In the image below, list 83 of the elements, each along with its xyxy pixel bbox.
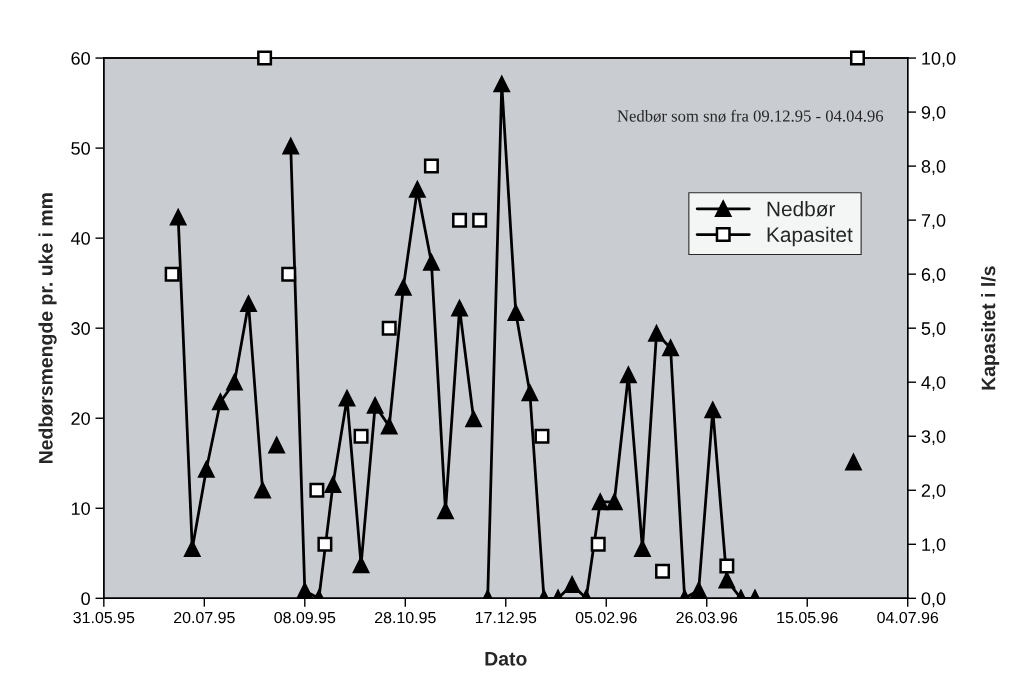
y-tick-label: 60 (71, 51, 90, 65)
x-tick-label: 20.07.95 (174, 611, 235, 624)
y-axis-title: Nedbørsmengde pr. uke i mm (38, 193, 57, 464)
point (521, 384, 539, 402)
x-tick-label: 04.07.96 (877, 611, 939, 624)
point (634, 540, 651, 557)
point (452, 212, 468, 228)
x-tick-label: 31.05.95 (73, 611, 135, 624)
y2-tick-label: 7,0 (921, 214, 946, 229)
point (240, 295, 257, 313)
point (493, 75, 510, 93)
point (268, 437, 285, 454)
y2-tick-label: 9,0 (921, 106, 946, 121)
y-tick-label: 30 (71, 322, 90, 335)
point (534, 428, 550, 444)
point (381, 320, 397, 336)
x-axis-title: Dato (485, 652, 527, 666)
point (606, 493, 623, 511)
point (338, 390, 356, 407)
point (366, 397, 384, 414)
x-tick-label: 17.12.95 (475, 611, 537, 624)
point (849, 50, 865, 66)
point (437, 502, 454, 520)
x-tick-label: 08.09.95 (274, 611, 336, 624)
point (655, 563, 671, 579)
point (563, 576, 581, 593)
y2-axis-title: Kapasitet i l/s (981, 266, 1000, 390)
point (507, 304, 525, 322)
y2-tick-label: 10,0 (922, 51, 956, 67)
point (472, 212, 488, 228)
point (718, 572, 736, 589)
x-tick-label: 28.10.95 (375, 611, 436, 624)
y-tick-label: 0 (81, 592, 90, 606)
point (184, 540, 201, 557)
legend-label: Nedbør (767, 201, 836, 217)
point (257, 50, 273, 66)
x-tick-label: 15.05.96 (777, 611, 838, 624)
point (648, 325, 665, 342)
point (690, 582, 707, 599)
x-tick-label: 26.03.96 (676, 611, 738, 624)
point (169, 209, 187, 226)
y2-tick-label: 6,0 (921, 268, 946, 284)
point (381, 418, 398, 435)
y2-tick-label: 2,0 (921, 484, 946, 500)
y-tick-label: 20 (71, 412, 90, 425)
point (324, 476, 342, 494)
point (845, 454, 862, 471)
point (451, 300, 468, 317)
point (254, 482, 271, 499)
point (198, 461, 215, 478)
point (465, 410, 482, 428)
point (704, 401, 721, 419)
point (296, 582, 313, 599)
y2-tick-label: 0,0 (921, 592, 946, 608)
y2-tick-label: 1,0 (922, 538, 946, 554)
point (423, 158, 439, 174)
x-tick-label: 05.02.96 (575, 611, 637, 624)
point (164, 266, 180, 282)
point (620, 366, 637, 384)
legend-label: Kapasitet (767, 226, 853, 247)
annotation: Nedbør som snø fra 09.12.95 - 04.04.96 (617, 109, 884, 123)
y-tick-label: 50 (71, 142, 90, 155)
point (395, 279, 412, 296)
point (719, 558, 735, 574)
point (309, 482, 325, 498)
point (409, 181, 426, 198)
y-tick-label: 10 (71, 502, 90, 515)
point (281, 266, 297, 282)
y2-tick-label: 4,0 (921, 376, 946, 392)
point (212, 393, 229, 411)
point (226, 374, 243, 391)
y2-tick-label: 3,0 (921, 430, 946, 446)
point (352, 556, 370, 574)
point (317, 536, 333, 552)
y2-tick-label: 5,0 (921, 322, 946, 338)
point (662, 339, 679, 357)
y2-tick-label: 8,0 (921, 160, 946, 175)
point (590, 536, 606, 552)
point (282, 138, 299, 155)
point (423, 254, 440, 271)
y-tick-label: 40 (70, 232, 90, 245)
point (353, 428, 369, 444)
point (592, 493, 609, 511)
